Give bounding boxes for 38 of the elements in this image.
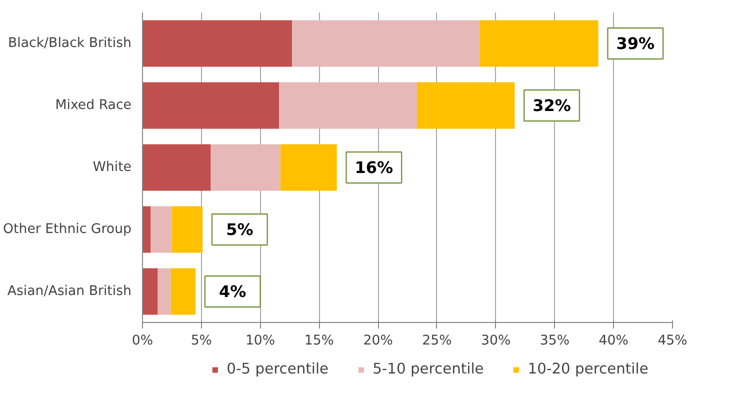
x-tick-label: 45% bbox=[658, 334, 688, 348]
bar bbox=[292, 20, 480, 67]
y-tick-label: Asian/Asian British bbox=[7, 284, 132, 299]
y-tick-label: Black/Black British bbox=[8, 36, 132, 51]
bar bbox=[142, 20, 292, 67]
x-tick-label: 30% bbox=[481, 334, 511, 348]
bar bbox=[170, 268, 196, 315]
bar bbox=[142, 82, 280, 129]
legend-label: 5-10 percentile bbox=[372, 360, 484, 378]
bar bbox=[280, 144, 337, 191]
bar bbox=[416, 82, 515, 129]
bar bbox=[158, 268, 171, 315]
total-label: 39% bbox=[616, 34, 655, 53]
x-tick-label: 35% bbox=[540, 334, 570, 348]
x-tick-label: 25% bbox=[422, 334, 452, 348]
bar bbox=[210, 144, 280, 191]
x-tick-label: 5% bbox=[190, 334, 212, 348]
bar bbox=[172, 206, 203, 253]
y-tick-label: Other Ethnic Group bbox=[3, 222, 132, 237]
x-tick-label: 20% bbox=[363, 334, 393, 348]
bar bbox=[150, 206, 172, 253]
x-tick-label: 40% bbox=[598, 334, 628, 348]
total-label: 5% bbox=[226, 220, 254, 239]
legend-label: 10-20 percentile bbox=[528, 360, 648, 378]
x-tick-label: 15% bbox=[304, 334, 334, 348]
bar bbox=[279, 82, 417, 129]
total-label: 16% bbox=[354, 158, 394, 177]
total-label: 32% bbox=[532, 96, 571, 115]
y-tick-label: White bbox=[92, 160, 132, 175]
bar bbox=[479, 20, 598, 67]
x-tick-label: 0% bbox=[132, 334, 154, 348]
x-tick-label: 10% bbox=[245, 334, 276, 348]
bar bbox=[142, 268, 158, 315]
y-tick-label: Mixed Race bbox=[55, 98, 132, 113]
legend-label: 0-5 percentile bbox=[226, 360, 329, 378]
bar bbox=[142, 144, 211, 191]
bar bbox=[142, 206, 151, 253]
total-label: 4% bbox=[219, 282, 246, 301]
